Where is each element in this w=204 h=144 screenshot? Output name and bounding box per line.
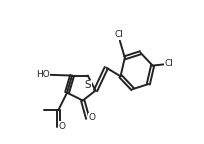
Text: S: S <box>85 80 91 90</box>
Text: O: O <box>59 122 66 131</box>
Text: Cl: Cl <box>165 59 173 68</box>
Text: O: O <box>88 113 95 122</box>
Text: Cl: Cl <box>115 30 124 39</box>
Text: HO: HO <box>36 70 50 79</box>
